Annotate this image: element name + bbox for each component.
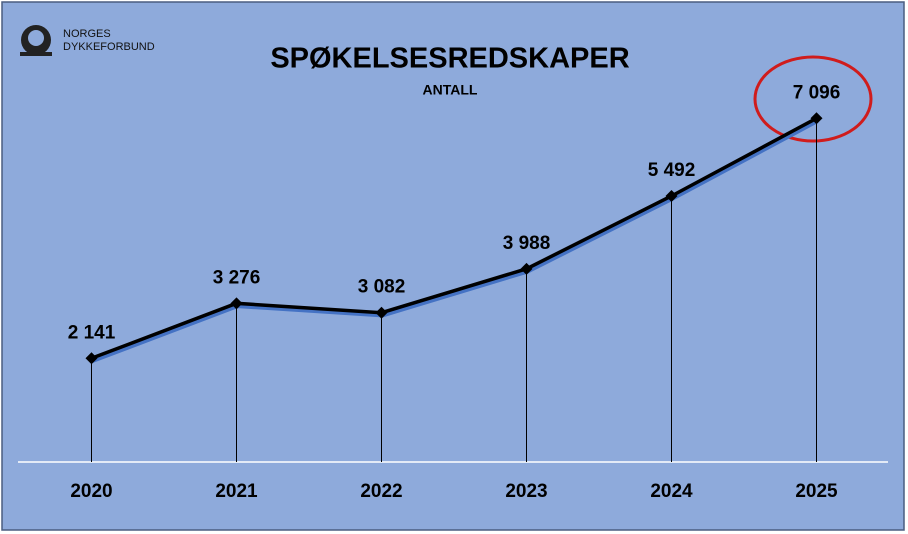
chart-title: SPØKELSESREDSKAPER bbox=[270, 43, 629, 75]
point-marker bbox=[810, 112, 823, 125]
data-label: 2 141 bbox=[68, 322, 116, 343]
logo-text: DYKKEFORBUND bbox=[63, 41, 155, 53]
line bbox=[90, 116, 818, 360]
point-marker bbox=[85, 352, 98, 365]
x-tick-label: 2020 bbox=[70, 481, 112, 502]
x-tick-label: 2025 bbox=[795, 481, 838, 502]
data-label: 7 096 bbox=[793, 82, 841, 103]
point-marker bbox=[230, 297, 243, 310]
highlight-circle bbox=[753, 55, 873, 143]
x-tick-label: 2021 bbox=[215, 481, 258, 502]
logo-text: NORGES bbox=[63, 28, 111, 40]
data-label: 3 276 bbox=[213, 267, 261, 288]
x-tick-label: 2023 bbox=[505, 481, 547, 502]
x-tick-label: 2024 bbox=[650, 481, 693, 502]
point-marker bbox=[665, 189, 678, 202]
data-label: 3 082 bbox=[358, 277, 406, 298]
data-label: 5 492 bbox=[648, 160, 696, 181]
point-marker bbox=[520, 262, 533, 275]
x-tick-label: 2022 bbox=[360, 481, 402, 502]
chart-subtitle: ANTALL bbox=[423, 82, 478, 98]
logo-icon bbox=[20, 25, 52, 56]
point-marker bbox=[375, 306, 388, 319]
line-shadow bbox=[91, 119, 819, 363]
data-label: 3 988 bbox=[503, 233, 551, 254]
